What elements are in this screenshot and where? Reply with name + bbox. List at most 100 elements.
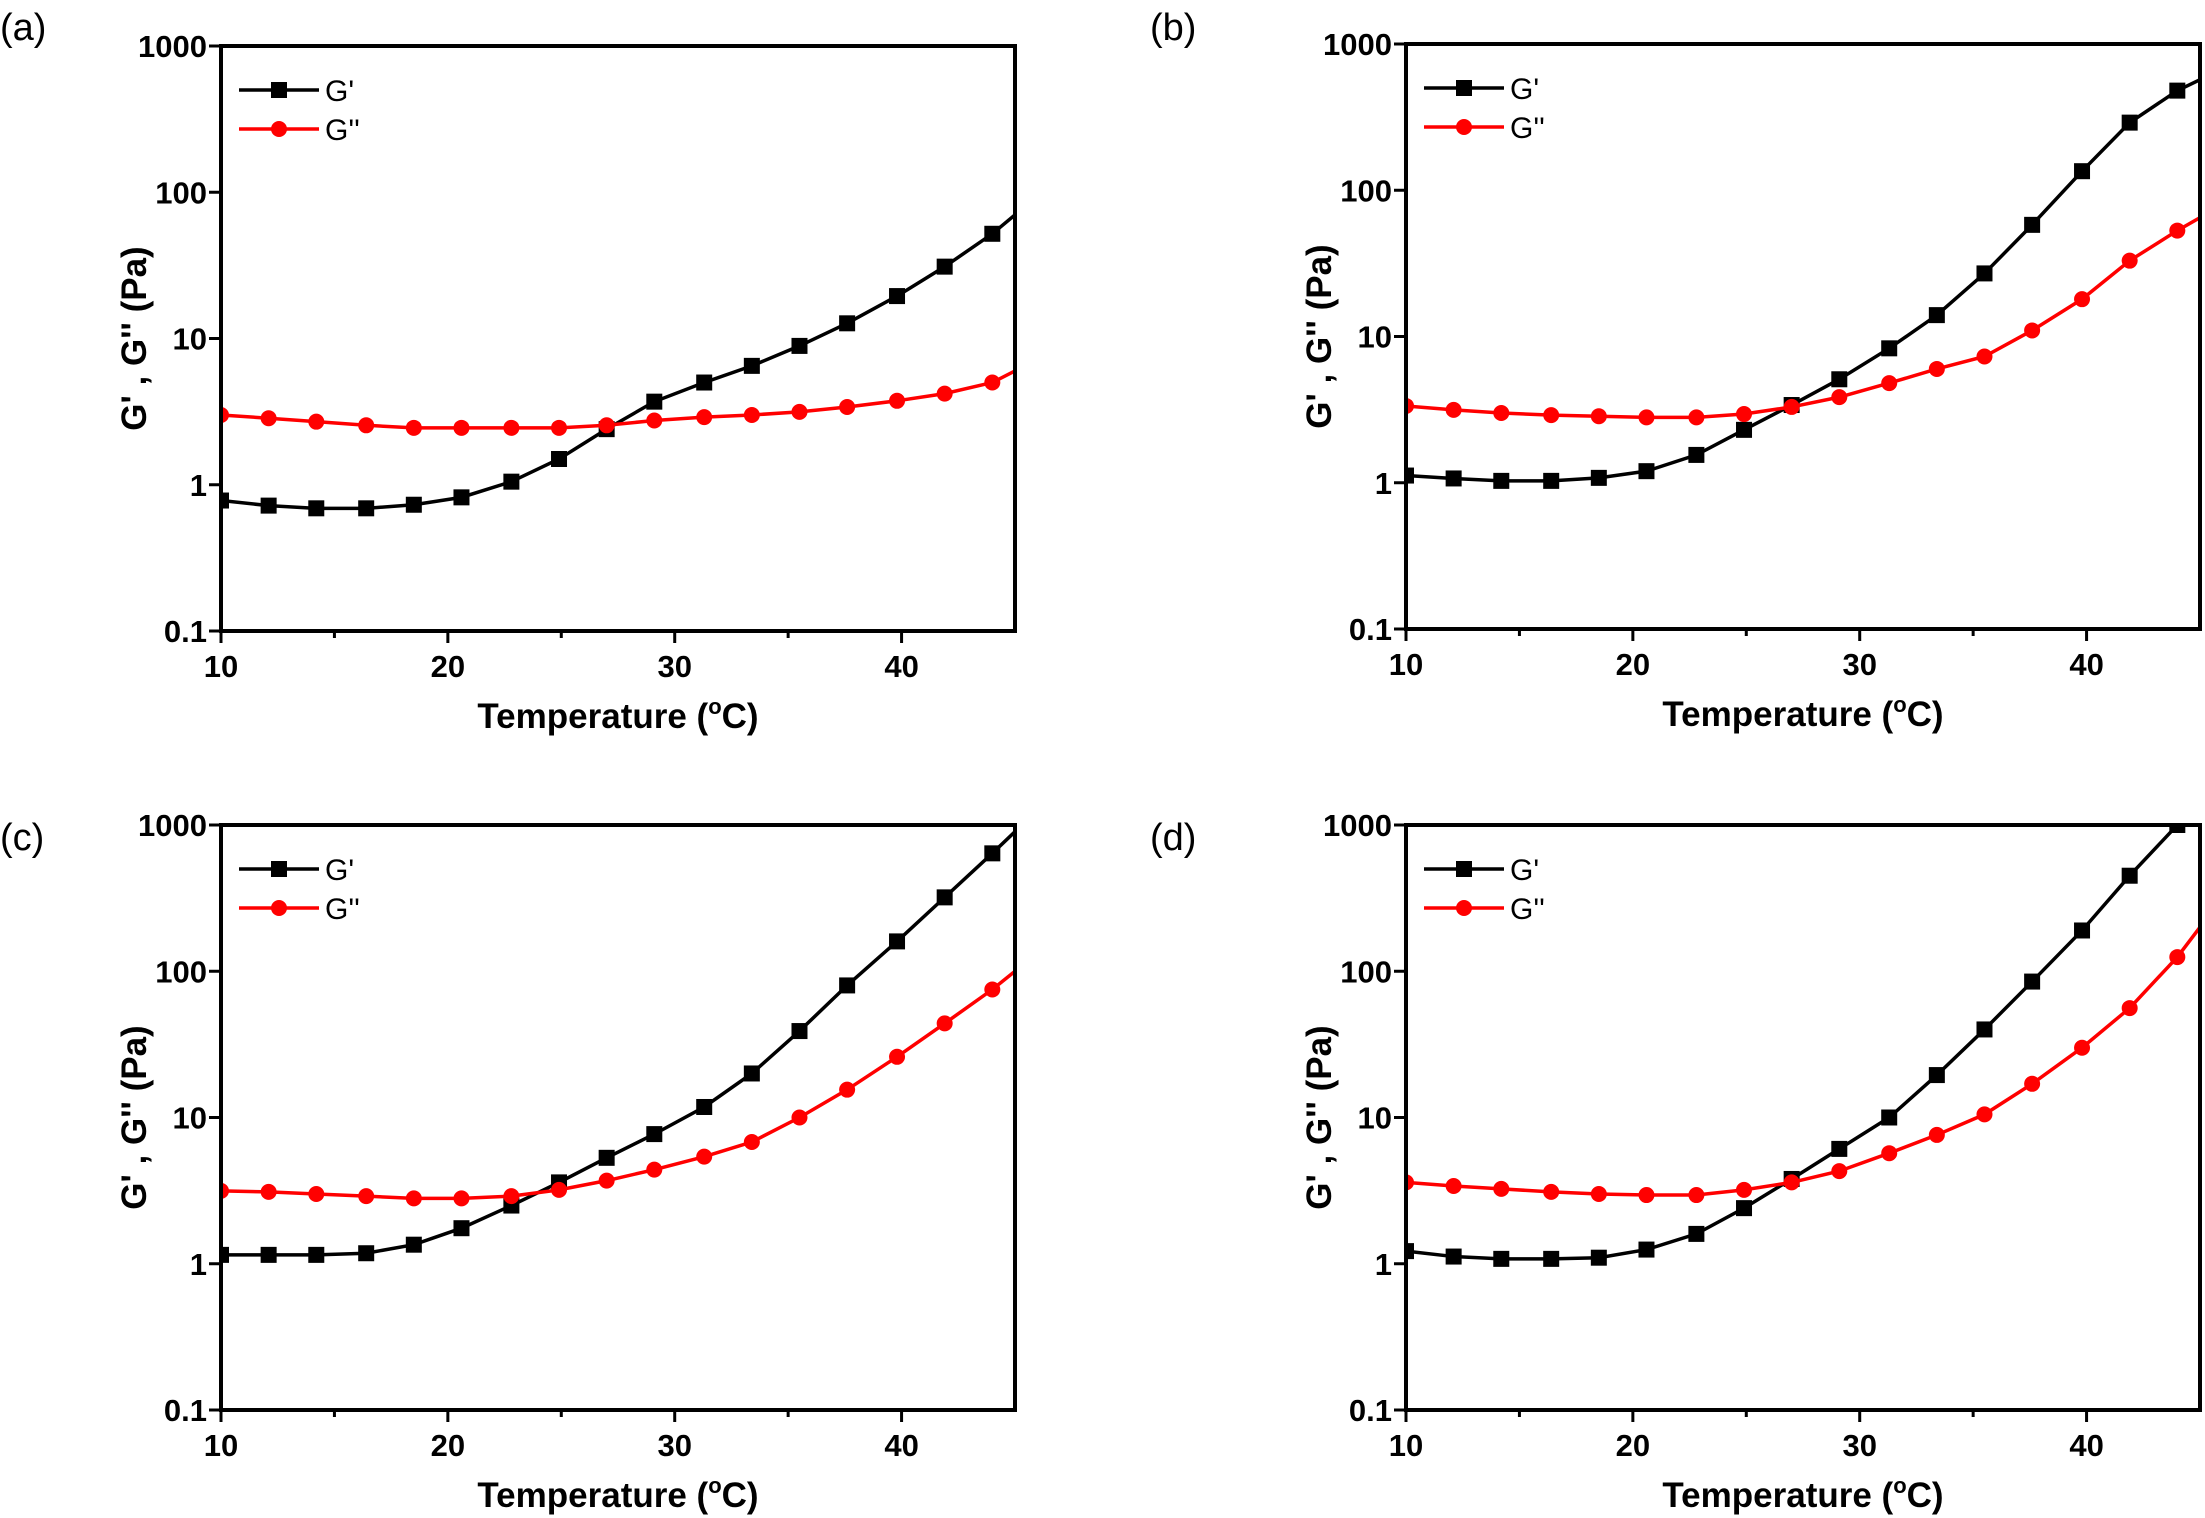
data-point-g-double-prime xyxy=(1493,1180,1510,1197)
data-point-g-double-prime xyxy=(743,406,760,423)
legend-marker xyxy=(1456,80,1472,96)
y-tick-label: 1000 xyxy=(1323,27,1392,62)
y-axis-title: G' , G'' (Pa) xyxy=(115,246,154,430)
series-line-g-prime xyxy=(1406,78,2200,483)
data-point-g-prime xyxy=(551,450,568,467)
data-point-g-prime xyxy=(1928,1067,1945,1084)
data-point-g-double-prime xyxy=(1590,408,1607,425)
data-point-g-prime xyxy=(1493,472,1510,489)
data-point-g-double-prime xyxy=(1638,409,1655,426)
data-point-g-double-prime xyxy=(308,1185,325,1202)
data-point-g-prime xyxy=(2169,82,2186,99)
x-tick-label: 40 xyxy=(884,1428,918,1463)
legend-label: G'' xyxy=(1510,893,1545,926)
x-axis-title-end: C) xyxy=(722,1476,759,1515)
data-point-g-prime xyxy=(1831,371,1848,388)
legend-marker xyxy=(1456,861,1472,877)
plot-frame xyxy=(219,44,1017,633)
x-tick-label: 30 xyxy=(1842,1428,1876,1463)
series-line-g-double-prime xyxy=(221,969,1015,1201)
data-point-g-double-prime xyxy=(1543,407,1560,424)
data-point-g-prime xyxy=(1406,467,1414,484)
data-point-g-double-prime xyxy=(1688,409,1705,426)
data-point-g-double-prime xyxy=(1928,360,1945,377)
data-point-g-prime xyxy=(358,1245,375,1262)
chart-panel-c: (c) 10 20 30 40 0.1 1 10 100 1000 Temperature (oC)… xyxy=(0,808,1017,1515)
chart-panel-d: (d) 10 20 30 40 0.1 1 10 100 1000 Temperature (oC)… xyxy=(1150,808,2202,1515)
data-point-g-prime xyxy=(696,1098,713,1115)
data-point-g-double-prime xyxy=(1928,1126,1945,1143)
data-point-g-double-prime xyxy=(743,1133,760,1150)
data-point-g-double-prime xyxy=(2121,252,2138,269)
data-point-g-double-prime xyxy=(405,1190,422,1207)
data-point-g-double-prime xyxy=(1590,1185,1607,1202)
data-point-g-double-prime xyxy=(889,1048,906,1065)
data-point-g-double-prime xyxy=(2074,1039,2091,1056)
data-point-g-double-prime xyxy=(2121,1000,2138,1017)
data-point-g-prime xyxy=(1406,1243,1414,1260)
legend-label: G'' xyxy=(325,893,360,926)
data-point-g-prime xyxy=(1445,470,1462,487)
legend-label: G' xyxy=(325,75,354,108)
y-tick-label: 100 xyxy=(155,175,207,210)
x-axis-title: Temperature (oC) xyxy=(1662,692,1943,734)
x-axis-title: Temperature (oC) xyxy=(477,1473,758,1515)
x-axis-title-main: Temperature ( xyxy=(1662,1476,1893,1515)
data-point-g-prime xyxy=(2024,216,2041,233)
data-point-g-double-prime xyxy=(984,374,1001,391)
y-axis-title: G' , G'' (Pa) xyxy=(1300,1025,1339,1209)
series-line-g-double-prime xyxy=(1406,216,2200,420)
data-point-g-prime xyxy=(791,337,808,354)
legend-marker xyxy=(1456,900,1472,916)
x-tick-label: 10 xyxy=(1389,647,1423,682)
data-point-g-double-prime xyxy=(936,385,953,402)
y-tick-label: 1000 xyxy=(138,808,207,843)
data-point-g-double-prime xyxy=(358,417,375,434)
data-point-g-prime xyxy=(1736,1200,1753,1217)
plot-area xyxy=(1406,825,2200,1267)
data-point-g-double-prime xyxy=(791,1109,808,1126)
y-tick-label: 100 xyxy=(1340,173,1392,208)
data-point-g-prime xyxy=(503,473,520,490)
data-point-g-prime xyxy=(221,492,229,509)
data-point-g-double-prime xyxy=(453,419,470,436)
data-point-g-double-prime xyxy=(936,1015,953,1032)
data-point-g-prime xyxy=(1736,421,1753,438)
data-point-g-double-prime xyxy=(358,1188,375,1205)
data-point-g-prime xyxy=(743,357,760,374)
data-point-g-double-prime xyxy=(1783,1174,1800,1191)
data-point-g-double-prime xyxy=(1976,348,1993,365)
x-axis-title-main: Temperature ( xyxy=(1662,695,1893,734)
y-tick-label: 1000 xyxy=(138,29,207,64)
panel-label: (c) xyxy=(0,817,44,859)
plot-area xyxy=(221,213,1015,517)
y-tick-label: 10 xyxy=(1358,320,1392,355)
data-point-g-double-prime xyxy=(2074,291,2091,308)
data-point-g-prime xyxy=(1688,1225,1705,1242)
x-axis-title-degree: o xyxy=(708,1473,721,1498)
data-point-g-double-prime xyxy=(1881,375,1898,392)
data-point-g-prime xyxy=(743,1065,760,1082)
data-point-g-prime xyxy=(889,288,906,305)
data-point-g-prime xyxy=(308,1246,325,1263)
data-point-g-prime xyxy=(1831,1140,1848,1157)
data-point-g-prime xyxy=(1493,1250,1510,1267)
legend-marker xyxy=(1456,119,1472,135)
data-point-g-double-prime xyxy=(791,403,808,420)
data-point-g-double-prime xyxy=(646,1161,663,1178)
x-axis-title-main: Temperature ( xyxy=(477,1476,708,1515)
x-tick-label: 20 xyxy=(1616,647,1650,682)
data-point-g-prime xyxy=(308,500,325,517)
legend-marker xyxy=(271,82,287,98)
data-point-g-double-prime xyxy=(551,419,568,436)
data-point-g-double-prime xyxy=(1445,1178,1462,1195)
y-axis-title: G' , G'' (Pa) xyxy=(115,1025,154,1209)
x-tick-label: 30 xyxy=(657,1428,691,1463)
data-point-g-prime xyxy=(2121,114,2138,131)
plot-frame xyxy=(1404,42,2202,631)
y-tick-label: 1 xyxy=(1375,1247,1392,1282)
data-point-g-double-prime xyxy=(2024,1075,2041,1092)
data-point-g-prime xyxy=(889,933,906,950)
x-axis-title-end: C) xyxy=(1907,1476,1944,1515)
